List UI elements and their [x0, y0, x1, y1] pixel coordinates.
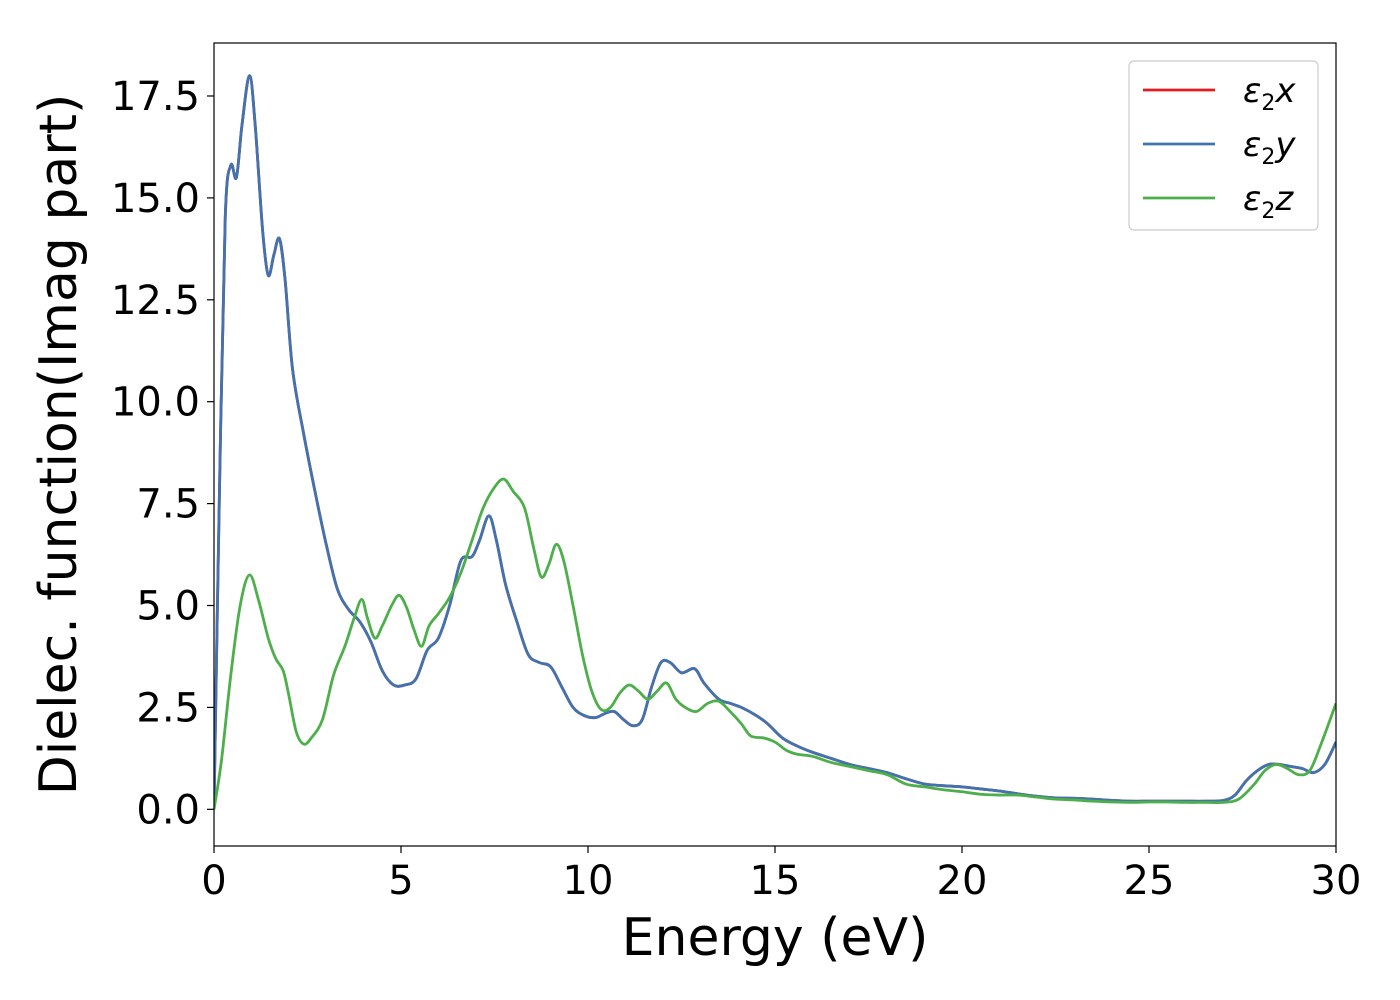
x-tick-label: 15: [750, 858, 801, 904]
legend-variable: y: [1274, 125, 1296, 165]
x-tick-label: 25: [1124, 858, 1175, 904]
legend-symbol: ε: [1243, 179, 1261, 219]
y-tick-label: 5.0: [136, 584, 200, 630]
x-axis-title: Energy (eV): [622, 908, 929, 968]
legend-symbol: ε: [1243, 125, 1261, 165]
y-tick-label: 2.5: [136, 685, 200, 731]
y-axis: 0.0 2.5 5.0 7.5 10.0 12.5 15.0 17.5: [111, 74, 214, 833]
x-tick-label: 5: [388, 858, 413, 904]
legend-box: [1128, 60, 1319, 231]
legend-variable: z: [1274, 179, 1294, 219]
legend-label-x: ε2x: [1243, 71, 1296, 116]
legend-subscript: 2: [1261, 91, 1275, 116]
y-tick-label: 7.5: [136, 482, 200, 528]
y-tick-label: 17.5: [111, 74, 200, 120]
y-tick-label: 15.0: [111, 176, 200, 222]
legend-symbol: ε: [1243, 71, 1261, 111]
y-tick-label: 12.5: [111, 278, 200, 324]
legend-subscript: 2: [1261, 145, 1275, 170]
series-layer: [214, 74, 1336, 810]
y-axis-title: Dielec. function(Imag part): [29, 94, 89, 796]
series-line-z: [214, 477, 1336, 810]
series-line-y: [214, 74, 1336, 810]
y-tick-label: 10.0: [111, 380, 200, 426]
y-tick-label: 0.0: [136, 787, 200, 833]
legend-label-y: ε2y: [1243, 125, 1296, 170]
legend-subscript: 2: [1261, 199, 1275, 224]
x-tick-label: 20: [937, 858, 988, 904]
x-axis: 0 5 10 15 20 25 30: [201, 846, 1361, 904]
legend-variable: x: [1274, 71, 1296, 111]
x-tick-label: 0: [201, 858, 226, 904]
legend-label-z: ε2z: [1243, 179, 1294, 224]
x-tick-label: 30: [1311, 858, 1362, 904]
x-tick-label: 10: [563, 858, 614, 904]
